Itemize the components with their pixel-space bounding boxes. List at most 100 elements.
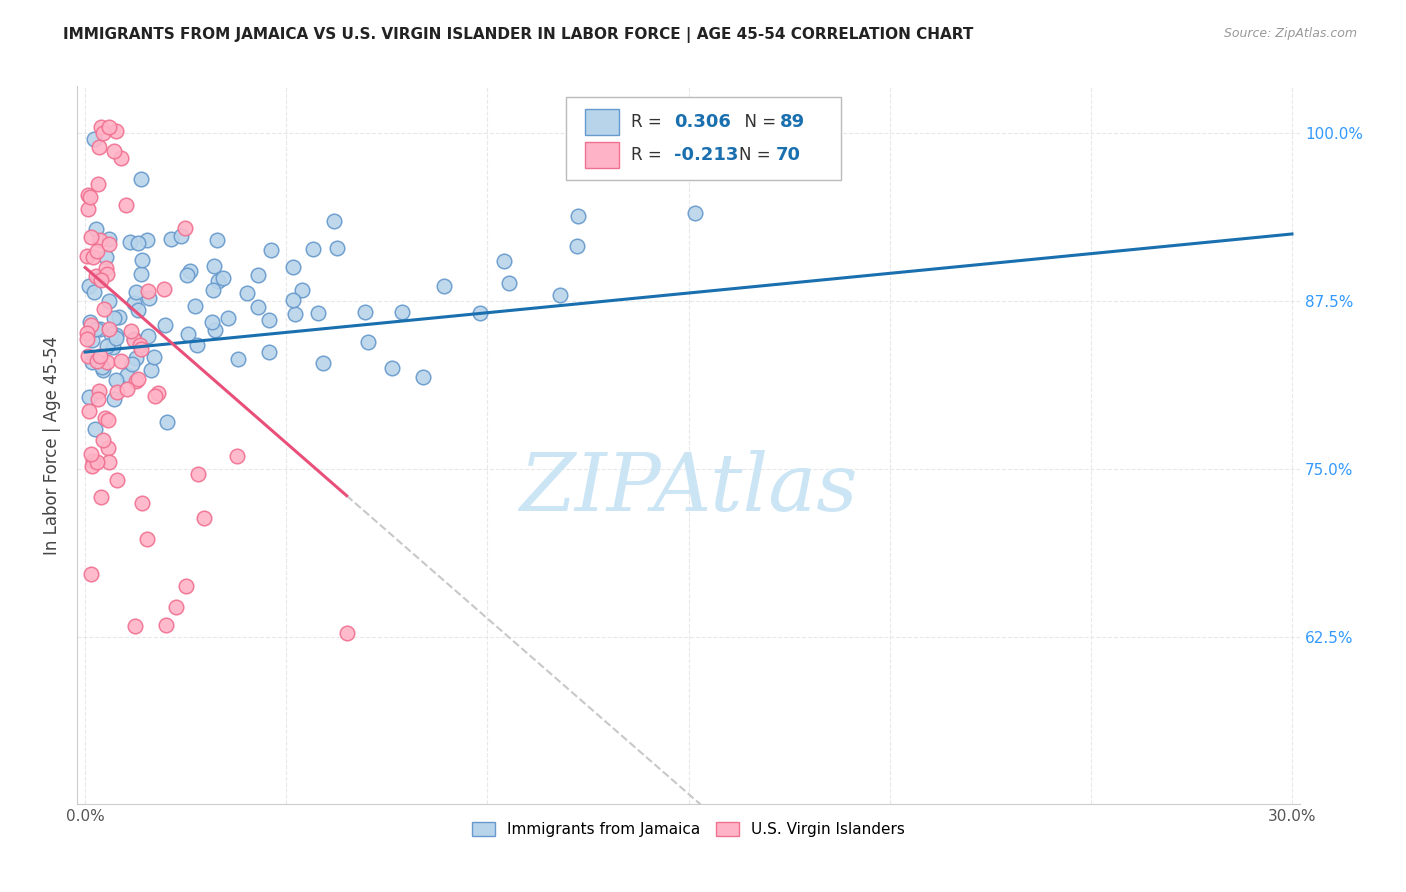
- Point: [155, 617, 177, 632]
- Point: [354, 305, 377, 319]
- Point: [127, 235, 149, 250]
- Text: -0.213: -0.213: [673, 146, 738, 164]
- Point: [96, 267, 118, 281]
- Point: [105, 473, 128, 487]
- Point: [80, 447, 103, 461]
- Point: [259, 313, 281, 327]
- Point: [302, 242, 325, 256]
- Text: 70: 70: [775, 146, 800, 164]
- Point: [103, 311, 125, 326]
- Point: [143, 351, 166, 365]
- Point: [217, 310, 239, 325]
- Point: [141, 363, 163, 377]
- Point: [156, 415, 179, 429]
- Point: [82, 454, 104, 468]
- Point: [110, 354, 132, 368]
- Point: [97, 455, 120, 469]
- Point: [103, 392, 125, 406]
- Point: [97, 413, 120, 427]
- Point: [86, 354, 108, 368]
- Point: [129, 172, 152, 186]
- Point: [76, 349, 98, 363]
- Point: [84, 221, 107, 235]
- Point: [143, 389, 166, 403]
- Point: [80, 230, 103, 244]
- Point: [336, 625, 359, 640]
- Point: [131, 252, 153, 267]
- Point: [89, 384, 111, 399]
- Point: [322, 214, 344, 228]
- Text: N =: N =: [738, 146, 776, 164]
- Point: [117, 368, 139, 382]
- Point: [105, 384, 128, 399]
- Point: [93, 301, 115, 316]
- Point: [211, 270, 233, 285]
- Text: R =: R =: [631, 146, 666, 164]
- Point: [115, 198, 138, 212]
- Point: [200, 315, 222, 329]
- Point: [96, 355, 118, 369]
- Point: [96, 338, 118, 352]
- Point: [125, 351, 148, 366]
- Point: [91, 126, 114, 140]
- Point: [176, 268, 198, 282]
- Point: [89, 349, 111, 363]
- Point: [84, 269, 107, 284]
- Point: [94, 261, 117, 276]
- Text: Source: ZipAtlas.com: Source: ZipAtlas.com: [1223, 27, 1357, 40]
- Point: [87, 392, 110, 407]
- Point: [186, 338, 208, 352]
- Point: [204, 323, 226, 337]
- Point: [685, 206, 707, 220]
- Point: [79, 315, 101, 329]
- Legend: Immigrants from Jamaica, U.S. Virgin Islanders: Immigrants from Jamaica, U.S. Virgin Isl…: [467, 816, 911, 843]
- Point: [131, 496, 153, 510]
- Point: [87, 271, 110, 285]
- Point: [118, 235, 141, 250]
- Point: [246, 268, 269, 282]
- Point: [98, 293, 121, 308]
- Point: [205, 233, 228, 247]
- Point: [105, 327, 128, 342]
- Point: [98, 231, 121, 245]
- Text: ZIPAtlas: ZIPAtlas: [519, 450, 858, 527]
- Point: [129, 267, 152, 281]
- Point: [153, 318, 176, 332]
- Point: [565, 239, 588, 253]
- Point: [89, 234, 111, 248]
- Point: [86, 454, 108, 468]
- Point: [127, 372, 149, 386]
- Point: [76, 249, 98, 263]
- Point: [87, 139, 110, 153]
- Point: [498, 276, 520, 290]
- Point: [146, 385, 169, 400]
- Point: [100, 327, 122, 342]
- Point: [187, 467, 209, 482]
- Point: [93, 433, 115, 447]
- Point: [115, 382, 138, 396]
- Point: [91, 359, 114, 374]
- Point: [98, 236, 121, 251]
- Point: [307, 306, 329, 320]
- Point: [391, 305, 413, 319]
- Point: [184, 299, 207, 313]
- Point: [129, 337, 152, 351]
- Bar: [585, 142, 619, 168]
- Text: R =: R =: [631, 112, 666, 131]
- Point: [129, 343, 152, 357]
- Point: [121, 357, 143, 371]
- Point: [174, 221, 197, 235]
- Y-axis label: In Labor Force | Age 45-54: In Labor Force | Age 45-54: [44, 335, 60, 555]
- Point: [80, 458, 103, 473]
- Point: [138, 291, 160, 305]
- Text: IMMIGRANTS FROM JAMAICA VS U.S. VIRGIN ISLANDER IN LABOR FORCE | AGE 45-54 CORRE: IMMIGRANTS FROM JAMAICA VS U.S. VIRGIN I…: [63, 27, 973, 43]
- Point: [152, 282, 174, 296]
- Point: [82, 250, 104, 264]
- Point: [127, 303, 149, 318]
- Point: [96, 250, 118, 264]
- Point: [179, 264, 201, 278]
- Point: [136, 328, 159, 343]
- Point: [122, 295, 145, 310]
- Point: [97, 120, 120, 134]
- Point: [80, 333, 103, 347]
